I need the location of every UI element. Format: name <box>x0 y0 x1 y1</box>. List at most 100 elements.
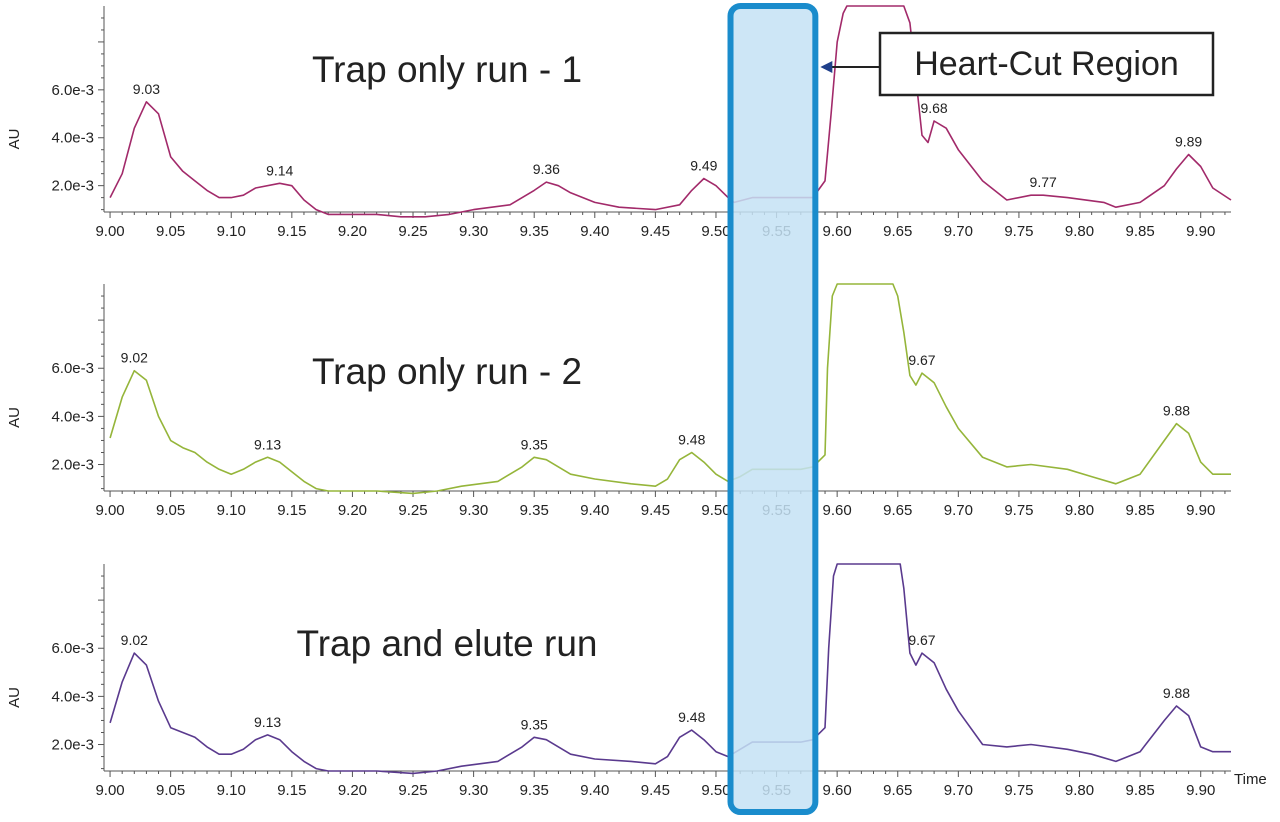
x-tick-label: 9.60 <box>823 502 852 519</box>
x-tick-label: 9.90 <box>1186 782 1215 799</box>
y-tick-label: 6.0e-3 <box>51 640 94 657</box>
peak-label: 9.13 <box>254 436 281 452</box>
chromatogram-panels: 2.0e-3 4.0e-3 6.0e-3 AU 9.00 9.05 9.10 9.15 9.20… <box>6 5 1232 799</box>
x-tick-label: 9.80 <box>1065 223 1094 240</box>
y-tick-label: 4.0e-3 <box>51 408 94 425</box>
peak-label: 9.89 <box>1175 134 1202 150</box>
x-tick-label: 9.50 <box>701 782 730 799</box>
x-tick-label: 9.70 <box>944 502 973 519</box>
x-tick-label: 9.15 <box>277 502 306 519</box>
x-tick-label: 9.25 <box>398 223 427 240</box>
x-tick-label: 9.20 <box>338 782 367 799</box>
x-tick-label: 9.75 <box>1004 782 1033 799</box>
x-tick-label: 9.50 <box>701 223 730 240</box>
x-tick-label: 9.30 <box>459 782 488 799</box>
x-tick-label: 9.40 <box>580 782 609 799</box>
y-tick-label: 2.0e-3 <box>51 178 94 195</box>
y-axis-title: AU <box>6 687 23 708</box>
x-tick-label: 9.85 <box>1126 782 1155 799</box>
peak-label: 9.88 <box>1163 403 1190 419</box>
x-tick-label: 9.15 <box>277 223 306 240</box>
y-axis-title: AU <box>6 129 23 150</box>
x-tick-label: 9.10 <box>217 502 246 519</box>
heart-cut-region <box>727 3 819 815</box>
x-tick-label: 9.65 <box>883 502 912 519</box>
x-tick-label: 9.10 <box>217 223 246 240</box>
callout-label: Heart-Cut Region <box>914 45 1179 83</box>
x-tick-label: 9.90 <box>1186 223 1215 240</box>
peak-label: 9.88 <box>1163 685 1190 701</box>
x-tick-label: 9.80 <box>1065 782 1094 799</box>
x-tick-label: 9.45 <box>641 223 670 240</box>
peak-label: 9.14 <box>266 162 293 178</box>
chart-panel: 2.0e-3 4.0e-3 6.0e-3 AU 9.00 9.05 9.10 9.15 9.20… <box>6 563 1231 799</box>
x-tick-label: 9.25 <box>398 782 427 799</box>
x-tick-label: 9.70 <box>944 782 973 799</box>
x-tick-label: 9.45 <box>641 502 670 519</box>
y-tick-label: 6.0e-3 <box>51 82 94 99</box>
x-tick-label: 9.05 <box>156 502 185 519</box>
x-tick-label: 9.35 <box>520 782 549 799</box>
peak-label: 9.48 <box>678 709 705 725</box>
x-tick-label: 9.90 <box>1186 502 1215 519</box>
peak-label: 9.02 <box>121 632 148 648</box>
x-axis-title: Time <box>1234 771 1267 788</box>
y-tick-label: 4.0e-3 <box>51 130 94 147</box>
x-tick-label: 9.60 <box>823 223 852 240</box>
x-tick-label: 9.35 <box>520 502 549 519</box>
peak-label: 9.03 <box>133 81 160 97</box>
x-tick-label: 9.65 <box>883 782 912 799</box>
heart-cut-overlay: Heart-Cut Region <box>727 3 1215 815</box>
y-tick-label: 2.0e-3 <box>51 737 94 754</box>
peak-label: 9.35 <box>521 436 548 452</box>
x-tick-label: 9.30 <box>459 502 488 519</box>
callout-arrowhead-icon <box>820 61 833 73</box>
peak-label: 9.48 <box>678 431 705 447</box>
series-trace <box>109 283 1231 495</box>
x-tick-label: 9.05 <box>156 782 185 799</box>
chart-panel: 2.0e-3 4.0e-3 6.0e-3 AU 9.00 9.05 9.10 9.15 9.20… <box>6 283 1231 519</box>
peak-label: 9.13 <box>254 714 281 730</box>
x-tick-label: 9.20 <box>338 502 367 519</box>
peak-label: 9.68 <box>920 100 947 116</box>
peak-label: 9.67 <box>908 352 935 368</box>
x-tick-label: 9.00 <box>95 502 124 519</box>
x-tick-label: 9.85 <box>1126 223 1155 240</box>
peak-label: 9.02 <box>121 350 148 366</box>
x-tick-label: 9.40 <box>580 502 609 519</box>
x-tick-label: 9.25 <box>398 502 427 519</box>
peak-label: 9.77 <box>1030 174 1057 190</box>
x-tick-label: 9.50 <box>701 502 730 519</box>
x-tick-label: 9.00 <box>95 782 124 799</box>
panel-title: Trap and elute run <box>297 623 598 664</box>
y-tick-label: 2.0e-3 <box>51 457 94 474</box>
x-tick-label: 9.45 <box>641 782 670 799</box>
y-tick-label: 4.0e-3 <box>51 688 94 705</box>
peak-label: 9.36 <box>533 161 560 177</box>
y-tick-label: 6.0e-3 <box>51 360 94 377</box>
x-tick-label: 9.85 <box>1126 502 1155 519</box>
x-tick-label: 9.65 <box>883 223 912 240</box>
panel-title: Trap only run - 2 <box>312 351 582 392</box>
series-trace <box>109 5 1232 218</box>
x-tick-label: 9.30 <box>459 223 488 240</box>
callout-box <box>878 31 1215 97</box>
y-axis-title: AU <box>6 407 23 428</box>
x-tick-label: 9.75 <box>1004 223 1033 240</box>
x-tick-label: 9.00 <box>95 223 124 240</box>
peak-label: 9.49 <box>690 157 717 173</box>
x-tick-label: 9.10 <box>217 782 246 799</box>
x-tick-label: 9.80 <box>1065 502 1094 519</box>
x-tick-label: 9.15 <box>277 782 306 799</box>
x-tick-label: 9.05 <box>156 223 185 240</box>
x-tick-label: 9.35 <box>520 223 549 240</box>
x-tick-label: 9.60 <box>823 782 852 799</box>
x-tick-label: 9.75 <box>1004 502 1033 519</box>
peak-label: 9.35 <box>521 716 548 732</box>
panel-title: Trap only run - 1 <box>312 49 582 90</box>
x-tick-label: 9.20 <box>338 223 367 240</box>
x-tick-label: 9.40 <box>580 223 609 240</box>
peak-label: 9.67 <box>908 632 935 648</box>
x-tick-label: 9.70 <box>944 223 973 240</box>
